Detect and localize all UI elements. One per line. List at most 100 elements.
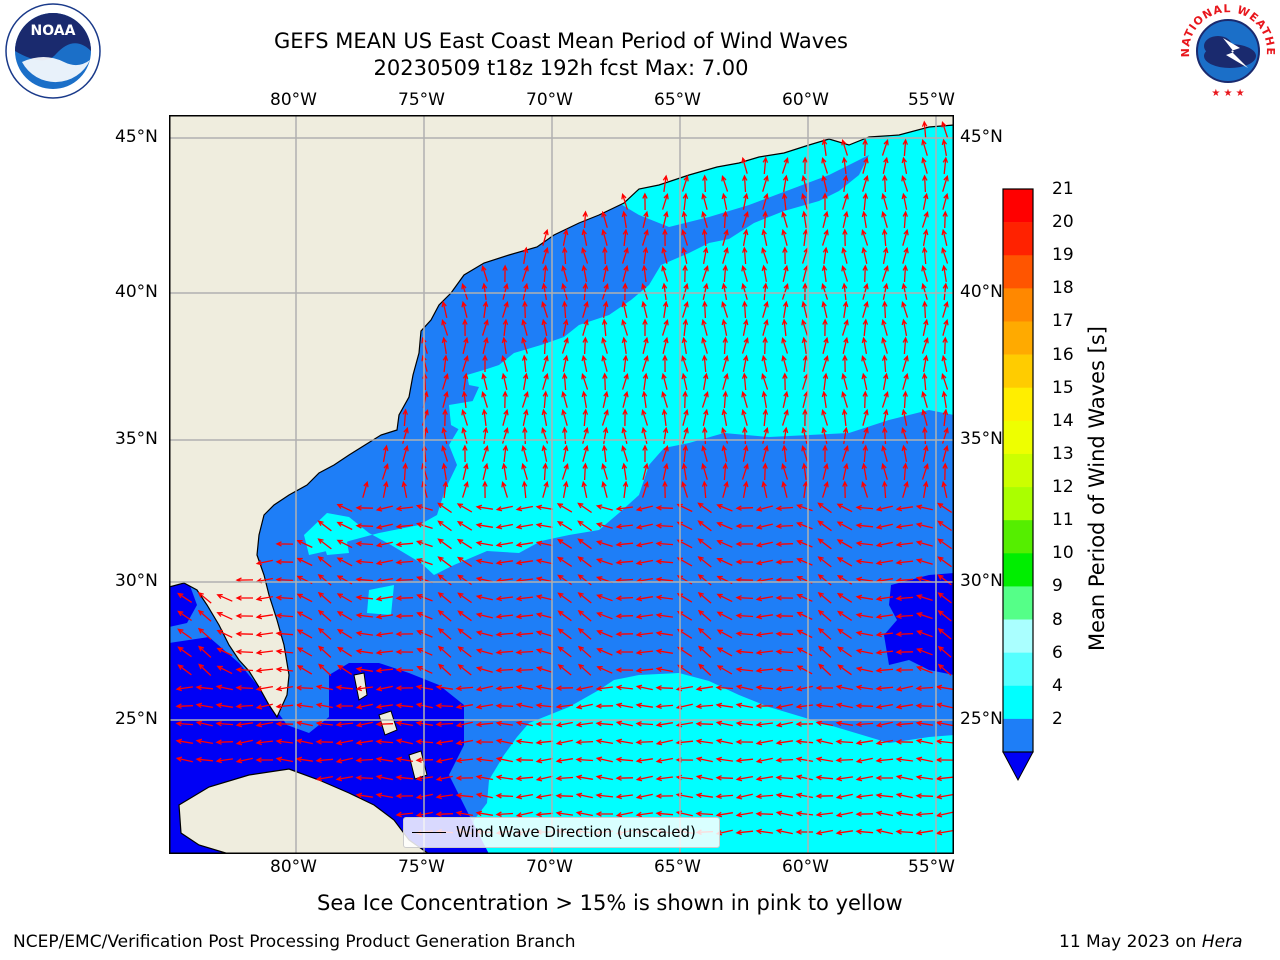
wind-arrow: [541, 300, 549, 318]
wind-arrow: [315, 684, 333, 691]
wind-arrow: [435, 684, 453, 691]
wind-arrow: [457, 628, 472, 640]
wind-arrow: [835, 775, 853, 782]
wind-arrow: [375, 631, 393, 638]
wind-arrow: [575, 685, 593, 692]
wind-arrow: [642, 318, 648, 336]
wind-arrow: [775, 541, 794, 547]
wind-arrow: [855, 576, 873, 583]
map-legend: Wind Wave Direction (unscaled): [403, 817, 720, 848]
wind-arrow: [842, 210, 849, 228]
wind-arrow: [335, 757, 353, 764]
wind-arrow: [481, 444, 489, 462]
wind-arrow: [461, 426, 468, 444]
wind-arrow: [235, 631, 254, 637]
wind-arrow: [815, 738, 833, 745]
wind-arrow: [835, 720, 854, 727]
wind-arrow: [881, 444, 888, 462]
wind-arrow: [755, 684, 774, 691]
wind-arrow: [817, 556, 832, 568]
wind-arrow: [355, 721, 373, 728]
wind-arrow: [175, 703, 194, 709]
wind-arrow: [902, 390, 909, 409]
wind-arrow: [495, 541, 514, 548]
wind-arrow: [601, 228, 608, 246]
wind-arrow: [855, 612, 874, 619]
wind-arrow: [681, 462, 688, 481]
wind-arrow: [235, 649, 254, 655]
wind-arrow: [662, 174, 669, 192]
wind-arrow: [862, 408, 869, 426]
wind-arrow: [655, 594, 673, 601]
wind-arrow: [881, 336, 888, 354]
wind-arrow: [881, 228, 888, 247]
wind-arrow: [275, 559, 294, 565]
wind-arrow: [875, 685, 894, 692]
wind-arrow: [495, 738, 513, 745]
wind-arrow: [817, 574, 832, 586]
wind-arrow: [921, 246, 928, 265]
wind-arrow: [455, 685, 474, 692]
wind-arrow: [855, 828, 874, 835]
wind-arrow: [482, 426, 489, 444]
wind-arrow: [542, 336, 548, 355]
wind-arrow: [895, 667, 914, 673]
wind-arrow: [795, 829, 813, 835]
wind-arrow: [795, 703, 813, 710]
wind-arrow: [475, 504, 493, 511]
wind-arrow: [861, 336, 868, 355]
wind-arrow: [622, 390, 629, 408]
wind-arrow: [841, 372, 848, 390]
lat-label-left-35n: 35°N: [115, 429, 158, 449]
wind-arrow: [515, 613, 534, 620]
wind-arrow: [735, 720, 753, 727]
wind-arrow: [875, 631, 893, 638]
wind-arrow: [437, 538, 452, 550]
wind-arrow: [535, 684, 554, 691]
wind-arrow: [735, 739, 754, 745]
wind-arrow: [716, 665, 733, 675]
wind-arrow: [595, 774, 614, 781]
colorbar-tick-label: 2: [1052, 708, 1063, 729]
wind-arrow: [595, 792, 614, 799]
wind-arrow: [915, 594, 933, 602]
wind-arrow: [481, 390, 489, 408]
wind-arrow: [535, 648, 553, 655]
wind-arrow: [455, 757, 473, 764]
wind-arrow: [456, 521, 473, 531]
wind-arrow: [475, 792, 493, 799]
wind-arrow: [535, 576, 553, 583]
wind-arrow: [475, 576, 493, 583]
wind-arrow: [561, 372, 568, 391]
wind-arrow: [655, 685, 674, 691]
wind-arrow: [901, 192, 908, 210]
wind-arrow: [562, 228, 569, 246]
wind-arrow: [382, 480, 389, 498]
wind-arrow: [942, 336, 948, 355]
wind-arrow: [701, 336, 708, 354]
wind-arrow: [682, 408, 689, 426]
wind-arrow: [862, 300, 869, 318]
wind-arrow: [535, 757, 554, 764]
wind-arrow: [317, 609, 332, 622]
wind-arrow: [716, 647, 733, 657]
colorbar-cell: [1003, 487, 1033, 521]
wind-arrow: [821, 390, 828, 408]
wind-arrow: [662, 210, 669, 228]
wind-arrow: [655, 793, 674, 799]
wind-arrow: [602, 300, 609, 319]
wind-arrow: [855, 684, 873, 691]
wind-arrow: [937, 592, 952, 604]
wind-arrow: [695, 756, 713, 763]
wind-arrow: [275, 648, 294, 655]
wind-arrow: [415, 738, 434, 745]
colorbar-cell: [1003, 685, 1033, 720]
wind-arrow: [415, 720, 434, 727]
wind-arrow: [615, 756, 634, 763]
wind-arrow: [937, 645, 952, 658]
wind-arrow: [796, 593, 813, 602]
wind-arrow: [921, 336, 929, 354]
wind-arrow: [197, 609, 212, 622]
wind-arrow: [781, 444, 788, 462]
wind-arrow: [697, 609, 712, 622]
